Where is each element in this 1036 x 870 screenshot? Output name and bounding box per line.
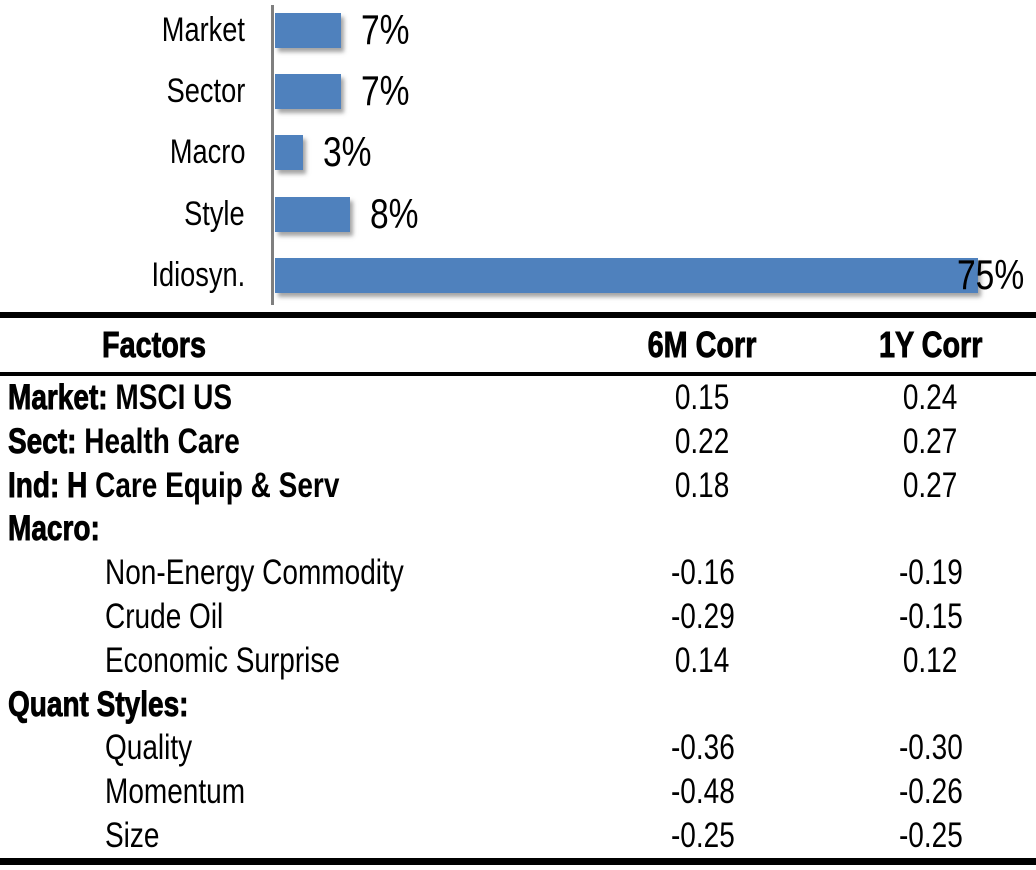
factor-cell: Quality <box>0 726 1036 770</box>
corr-1y-cell: 0.24 <box>903 378 958 417</box>
category-label: Sector <box>166 72 245 111</box>
factor-label: Economic Surprise <box>105 640 340 680</box>
bar-value-label: 75% <box>956 250 1024 298</box>
bar-value-label: 8% <box>369 189 419 237</box>
corr-1y-cell: 0.27 <box>903 465 958 505</box>
factor-bold-label: Sect: <box>8 421 77 461</box>
factor-bold-label: Macro: <box>8 509 101 549</box>
corr-6m-cell: -0.48 <box>670 772 735 812</box>
corr-1y-cell: -0.19 <box>898 553 963 593</box>
factor-cell: Momentum <box>0 770 1036 814</box>
corr-6m-cell: -0.29 <box>670 596 735 636</box>
corr-1y-cell: 0.27 <box>903 421 958 461</box>
table-row: Market: MSCI US 0.15 0.24 <box>0 376 1036 420</box>
category-label: Macro <box>169 133 245 172</box>
corr-6m-cell: 0.14 <box>675 640 730 680</box>
corr-1y-cell <box>838 683 1023 727</box>
table-bottom-border <box>0 857 1036 865</box>
factor-label: MSCI US <box>107 378 233 417</box>
factor-cell: Market: MSCI US <box>0 376 1036 420</box>
corr-6m-cell: -0.25 <box>670 815 735 855</box>
risk-decomposition-bar-chart: Market 7% Sector 7% Macro 3% Style 8% Idiosyn. 75… <box>0 0 1036 311</box>
column-header-6m-corr: 6M Corr <box>648 324 758 366</box>
bar-value-label: 3% <box>323 128 372 176</box>
bar-value-label: 7% <box>360 67 410 115</box>
table-row: Sect: Health Care 0.22 0.27 <box>0 420 1036 464</box>
factor-bold-label: Quant Styles: <box>8 684 189 724</box>
table-row: Quality -0.36 -0.30 <box>0 726 1036 770</box>
corr-1y-cell: -0.30 <box>898 728 963 768</box>
table-row: Non-Energy Commodity -0.16 -0.19 <box>0 551 1036 595</box>
factor-label: Crude Oil <box>105 596 224 636</box>
factor-cell: Non-Energy Commodity <box>0 551 1036 595</box>
bar-sector <box>275 74 341 110</box>
factor-bold-label: Market: <box>8 378 108 418</box>
table-row: Size -0.25 -0.25 <box>0 814 1036 858</box>
factor-cell: Economic Surprise <box>0 639 1036 683</box>
corr-6m-cell: 0.22 <box>675 421 730 461</box>
corr-6m-cell: -0.36 <box>670 728 735 768</box>
corr-6m-cell <box>600 507 805 551</box>
corr-1y-cell: 0.12 <box>903 640 958 680</box>
table-top-border <box>0 312 1036 318</box>
factor-cell: Ind: H Care Equip & Serv <box>0 464 1036 508</box>
table-row: Crude Oil -0.29 -0.15 <box>0 595 1036 639</box>
corr-1y-cell: -0.15 <box>898 596 963 636</box>
factors-correlation-table: Factors 6M Corr 1Y Corr Market: MSCI US … <box>0 312 1036 865</box>
bar-style <box>275 196 350 232</box>
factor-label: Care Equip & Serv <box>87 465 340 505</box>
chart-vertical-axis-line <box>271 5 274 305</box>
category-label: Market <box>161 11 245 49</box>
factor-label: Momentum <box>105 772 246 812</box>
bar-market <box>275 13 341 48</box>
table-row: Quant Styles: <box>0 683 1036 727</box>
factor-label: Non-Energy Commodity <box>105 553 404 593</box>
corr-6m-cell: 0.15 <box>675 378 730 417</box>
table-row: Macro: <box>0 507 1036 551</box>
corr-1y-cell: -0.26 <box>898 772 963 812</box>
column-header-factors: Factors <box>102 324 207 366</box>
bar-macro <box>275 135 304 171</box>
bar-idiosyn <box>275 257 978 293</box>
factor-cell: Quant Styles: <box>0 683 1036 727</box>
corr-6m-cell: -0.16 <box>670 553 735 593</box>
factor-cell: Size <box>0 814 1036 858</box>
corr-6m-cell: 0.18 <box>675 465 730 505</box>
factor-label: Size <box>105 815 160 855</box>
factor-cell: Sect: Health Care <box>0 420 1036 464</box>
corr-1y-cell <box>838 507 1023 551</box>
factor-cell: Macro: <box>0 507 1036 551</box>
table-row: Economic Surprise 0.14 0.12 <box>0 639 1036 683</box>
corr-6m-cell <box>600 683 805 727</box>
factor-label: Health Care <box>76 421 240 461</box>
category-label: Style <box>184 194 245 233</box>
bar-value-label: 7% <box>360 6 410 53</box>
header-separator-line <box>0 372 1036 376</box>
table-row: Ind: H Care Equip & Serv 0.18 0.27 <box>0 464 1036 508</box>
factor-label: Quality <box>105 728 193 768</box>
factor-cell: Crude Oil <box>0 595 1036 639</box>
category-label: Idiosyn. <box>151 255 245 294</box>
table-row: Momentum -0.48 -0.26 <box>0 770 1036 814</box>
table-body: Market: MSCI US 0.15 0.24 Sect: Health C… <box>0 376 1036 858</box>
factor-bold-label: Ind: H <box>8 465 88 505</box>
column-header-1y-corr: 1Y Corr <box>878 324 983 366</box>
corr-1y-cell: -0.25 <box>898 815 963 855</box>
table-header-row: Factors 6M Corr 1Y Corr <box>0 318 1036 372</box>
